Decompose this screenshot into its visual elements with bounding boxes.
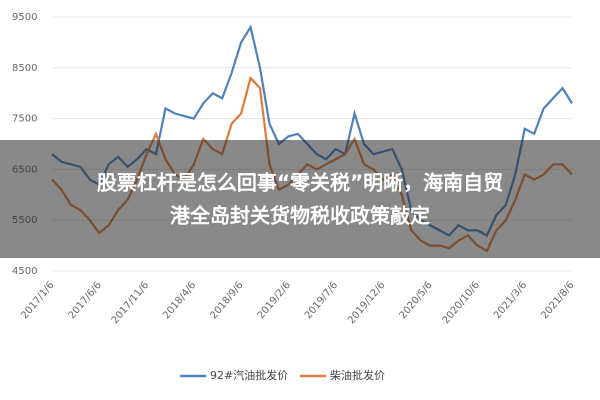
overlay-text: 港全岛封关货物税收政策敲定	[170, 204, 430, 228]
overlay-text: 股票杠杆是怎么回事“零关税”明晰，海南自贸	[97, 171, 503, 195]
x-tick-label: 2021/3/6	[492, 280, 529, 321]
y-tick-label: 9500	[12, 12, 37, 23]
x-tick-label: 2018/9/6	[208, 280, 245, 321]
y-tick-label: 4500	[12, 266, 37, 277]
overlay-band	[0, 140, 600, 258]
y-tick-label: 7500	[12, 114, 37, 125]
legend-label: 柴油批发价	[330, 368, 385, 382]
y-tick-label: 8500	[12, 63, 37, 74]
x-tick-label: 2017/6/6	[67, 280, 104, 321]
x-tick-label: 2021/8/6	[539, 280, 576, 321]
x-tick-label: 2017/1/6	[19, 280, 56, 321]
x-tick-label: 2019/12/6	[346, 280, 387, 326]
x-tick-label: 2019/7/6	[303, 280, 340, 321]
x-tick-label: 2020/5/6	[397, 280, 434, 321]
x-tick-label: 2018/4/6	[161, 280, 198, 321]
x-tick-label: 2019/2/6	[256, 280, 293, 321]
legend-label: 92#汽油批发价	[210, 368, 288, 382]
x-tick-label: 2017/11/6	[110, 280, 151, 326]
x-tick-label: 2020/10/6	[441, 280, 482, 326]
